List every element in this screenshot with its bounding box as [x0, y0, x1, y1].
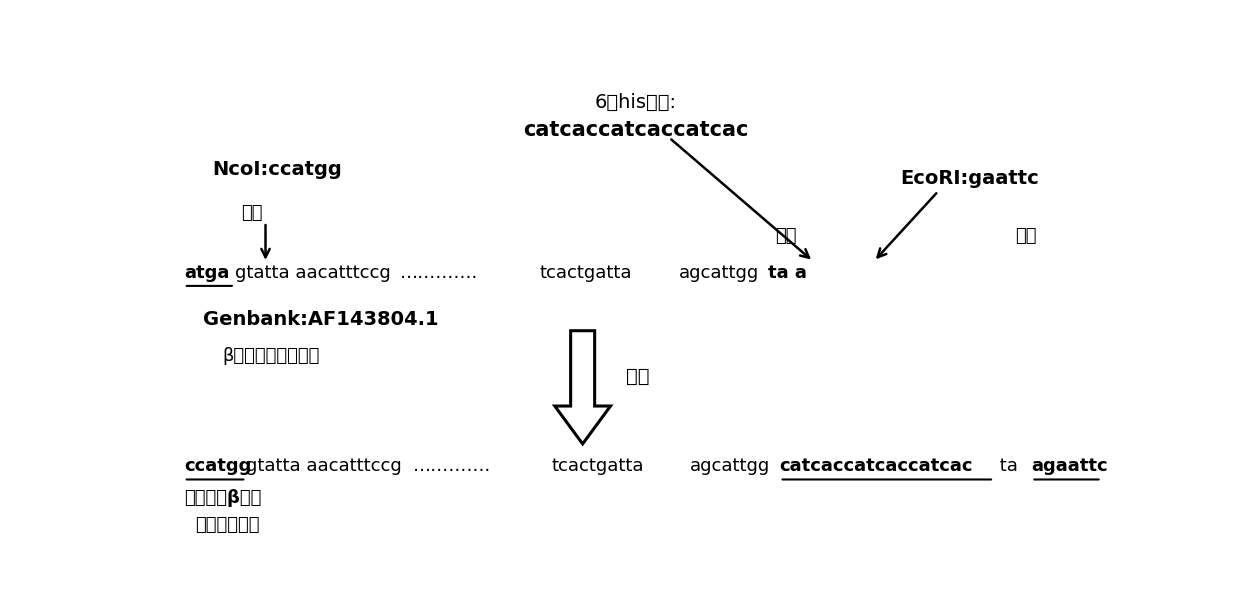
Text: 插入: 插入: [1016, 227, 1037, 245]
Text: ta a: ta a: [768, 264, 807, 282]
Text: 插入: 插入: [775, 227, 796, 245]
Text: gtatta aacatttccg: gtatta aacatttccg: [234, 264, 391, 282]
Text: 改造: 改造: [626, 367, 650, 386]
Text: NcoI:ccatgg: NcoI:ccatgg: [213, 160, 342, 179]
Text: agaattc: agaattc: [1032, 457, 1109, 475]
Text: 替换: 替换: [242, 204, 263, 222]
Text: ………….: ………….: [413, 457, 491, 475]
Text: EcoRI:gaattc: EcoRI:gaattc: [900, 169, 1039, 188]
Text: agcattgg: agcattgg: [691, 457, 770, 475]
Text: 6个his标签:: 6个his标签:: [594, 92, 677, 112]
Text: 改造后的β内酰: 改造后的β内酰: [184, 489, 262, 507]
Text: catcaccatcaccatcac: catcaccatcaccatcac: [523, 120, 748, 140]
Text: ccatgg: ccatgg: [184, 457, 252, 475]
Polygon shape: [554, 331, 610, 444]
Text: tcactgatta: tcactgatta: [552, 457, 645, 475]
Text: atga: atga: [184, 264, 229, 282]
Text: catcaccatcaccatcac: catcaccatcaccatcac: [780, 457, 973, 475]
Text: tcactgatta: tcactgatta: [539, 264, 632, 282]
Text: gtatta aacatttccg: gtatta aacatttccg: [247, 457, 402, 475]
Text: ………….: ………….: [401, 264, 479, 282]
Text: Genbank:AF143804.1: Genbank:AF143804.1: [203, 310, 439, 329]
Text: β内酰胺酶基因序列: β内酰胺酶基因序列: [222, 347, 320, 365]
Text: 胺酶基因序列: 胺酶基因序列: [196, 516, 260, 534]
Text: ta: ta: [994, 457, 1023, 475]
Text: agcattgg: agcattgg: [678, 264, 759, 282]
